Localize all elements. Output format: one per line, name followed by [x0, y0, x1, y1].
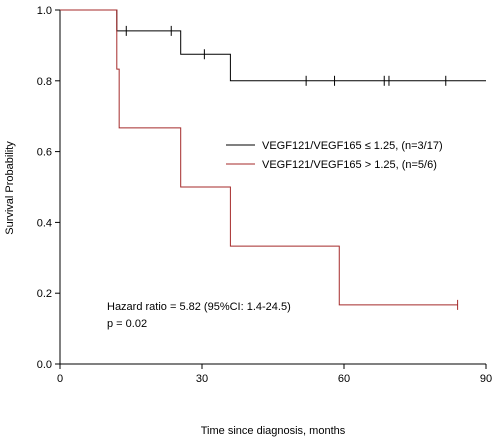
x-tick-label: 0: [57, 373, 63, 385]
y-tick-label: 0.0: [37, 359, 52, 371]
survival-curve-2: [60, 9, 458, 306]
y-tick-label: 0.4: [37, 217, 52, 229]
x-tick-label: 30: [196, 373, 208, 385]
y-tick-label: 1.0: [37, 5, 52, 17]
y-axis-title: Survival Probability: [4, 141, 16, 235]
legend: VEGF121/VEGF165 ≤ 1.25, (n=3/17) VEGF121/…: [226, 140, 443, 171]
x-tick-label: 60: [338, 373, 350, 385]
axes: 0.0 0.2 0.4 0.6 0.8 1.0 0 30 60 90: [37, 5, 492, 385]
legend-label: VEGF121/VEGF165 > 1.25, (n=5/6): [262, 159, 437, 171]
y-tick-label: 0.6: [37, 147, 52, 159]
x-axis-title: Time since diagnosis, months: [201, 425, 346, 437]
y-tick-label: 0.2: [37, 288, 52, 300]
plot-area: [60, 9, 486, 310]
legend-label: VEGF121/VEGF165 ≤ 1.25, (n=3/17): [262, 140, 443, 152]
x-tick-label: 90: [480, 373, 492, 385]
annotation-text: p = 0.02: [107, 318, 147, 330]
annotations: Hazard ratio = 5.82 (95%CI: 1.4-24.5) p =…: [107, 301, 291, 330]
y-tick-label: 0.8: [37, 76, 52, 88]
survival-curve-1: [60, 9, 486, 82]
annotation-text: Hazard ratio = 5.82 (95%CI: 1.4-24.5): [107, 301, 291, 313]
